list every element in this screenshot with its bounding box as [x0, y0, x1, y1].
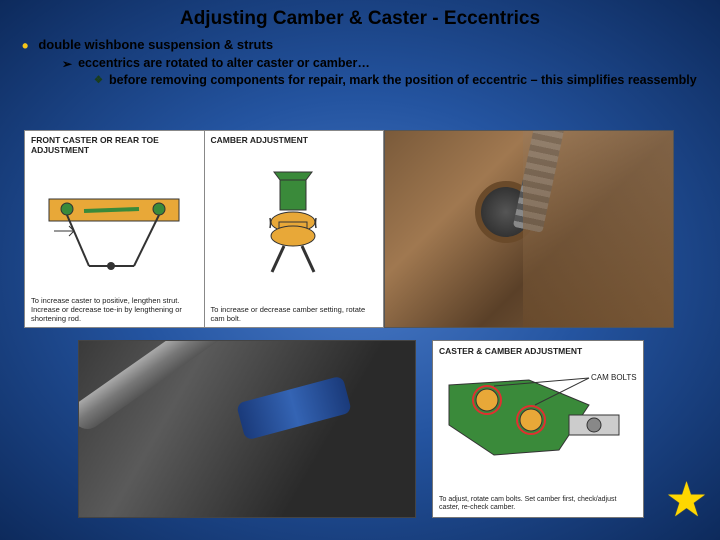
diag-col2-cap: To increase or decrease camber setting, … — [211, 305, 378, 323]
bullet-main: • double wishbone suspension & struts — [22, 36, 720, 55]
star-icon: ★ — [665, 472, 708, 528]
bullet-note: ❖ before removing components for repair,… — [22, 72, 720, 89]
bullet-sub: ➢ eccentrics are rotated to alter caster… — [22, 55, 720, 72]
bullet-dot-icon: • — [22, 37, 28, 55]
cam-bolt-art-icon — [224, 170, 364, 280]
diagram-caster-camber: CASTER & CAMBER ADJUSTMENT CAM BOLTS To … — [432, 340, 644, 518]
diag-col1-art — [31, 158, 198, 293]
page-title: Adjusting Camber & Caster - Eccentrics — [0, 0, 720, 36]
cam-bolts-art-icon: CAM BOLTS — [439, 360, 637, 480]
bullet-main-text: double wishbone suspension & struts — [38, 36, 273, 54]
coil-spring-icon — [513, 130, 567, 233]
images-top-row: FRONT CASTER OR REAR TOE ADJUSTMENT To i… — [24, 130, 674, 328]
diagram-top: FRONT CASTER OR REAR TOE ADJUSTMENT To i… — [24, 130, 384, 328]
photo-undercar — [78, 340, 416, 518]
arrow-icon: ➢ — [62, 56, 72, 72]
diag-col1-head: FRONT CASTER OR REAR TOE ADJUSTMENT — [31, 135, 198, 155]
blue-component-icon — [236, 375, 352, 440]
diamond-icon: ❖ — [94, 74, 103, 88]
diagram-col-camber: CAMBER ADJUSTMENT To increase or decreas… — [205, 131, 384, 327]
photo-rusty-suspension — [384, 130, 674, 328]
bullet-note-text: before removing components for repair, m… — [109, 72, 697, 89]
suspension-line-art-icon — [39, 171, 189, 281]
diag-col2-head: CAMBER ADJUSTMENT — [211, 135, 378, 145]
images-bottom-row: CASTER & CAMBER ADJUSTMENT CAM BOLTS To … — [78, 340, 644, 518]
diag-bottom-head: CASTER & CAMBER ADJUSTMENT — [439, 346, 637, 356]
bullet-sub-text: eccentrics are rotated to alter caster o… — [78, 55, 370, 72]
bullet-list: • double wishbone suspension & struts ➢ … — [0, 36, 720, 89]
cam-bolts-label: CAM BOLTS — [591, 373, 637, 382]
exhaust-pipe-icon — [78, 340, 231, 435]
diag-col2-art — [211, 148, 378, 302]
diag-bottom-cap: To adjust, rotate cam bolts. Set camber … — [439, 496, 637, 512]
diag-col1-cap: To increase caster to positive, lengthen… — [31, 296, 198, 323]
diag-bottom-art: CAM BOLTS — [439, 360, 637, 492]
diagram-col-caster: FRONT CASTER OR REAR TOE ADJUSTMENT To i… — [25, 131, 205, 327]
